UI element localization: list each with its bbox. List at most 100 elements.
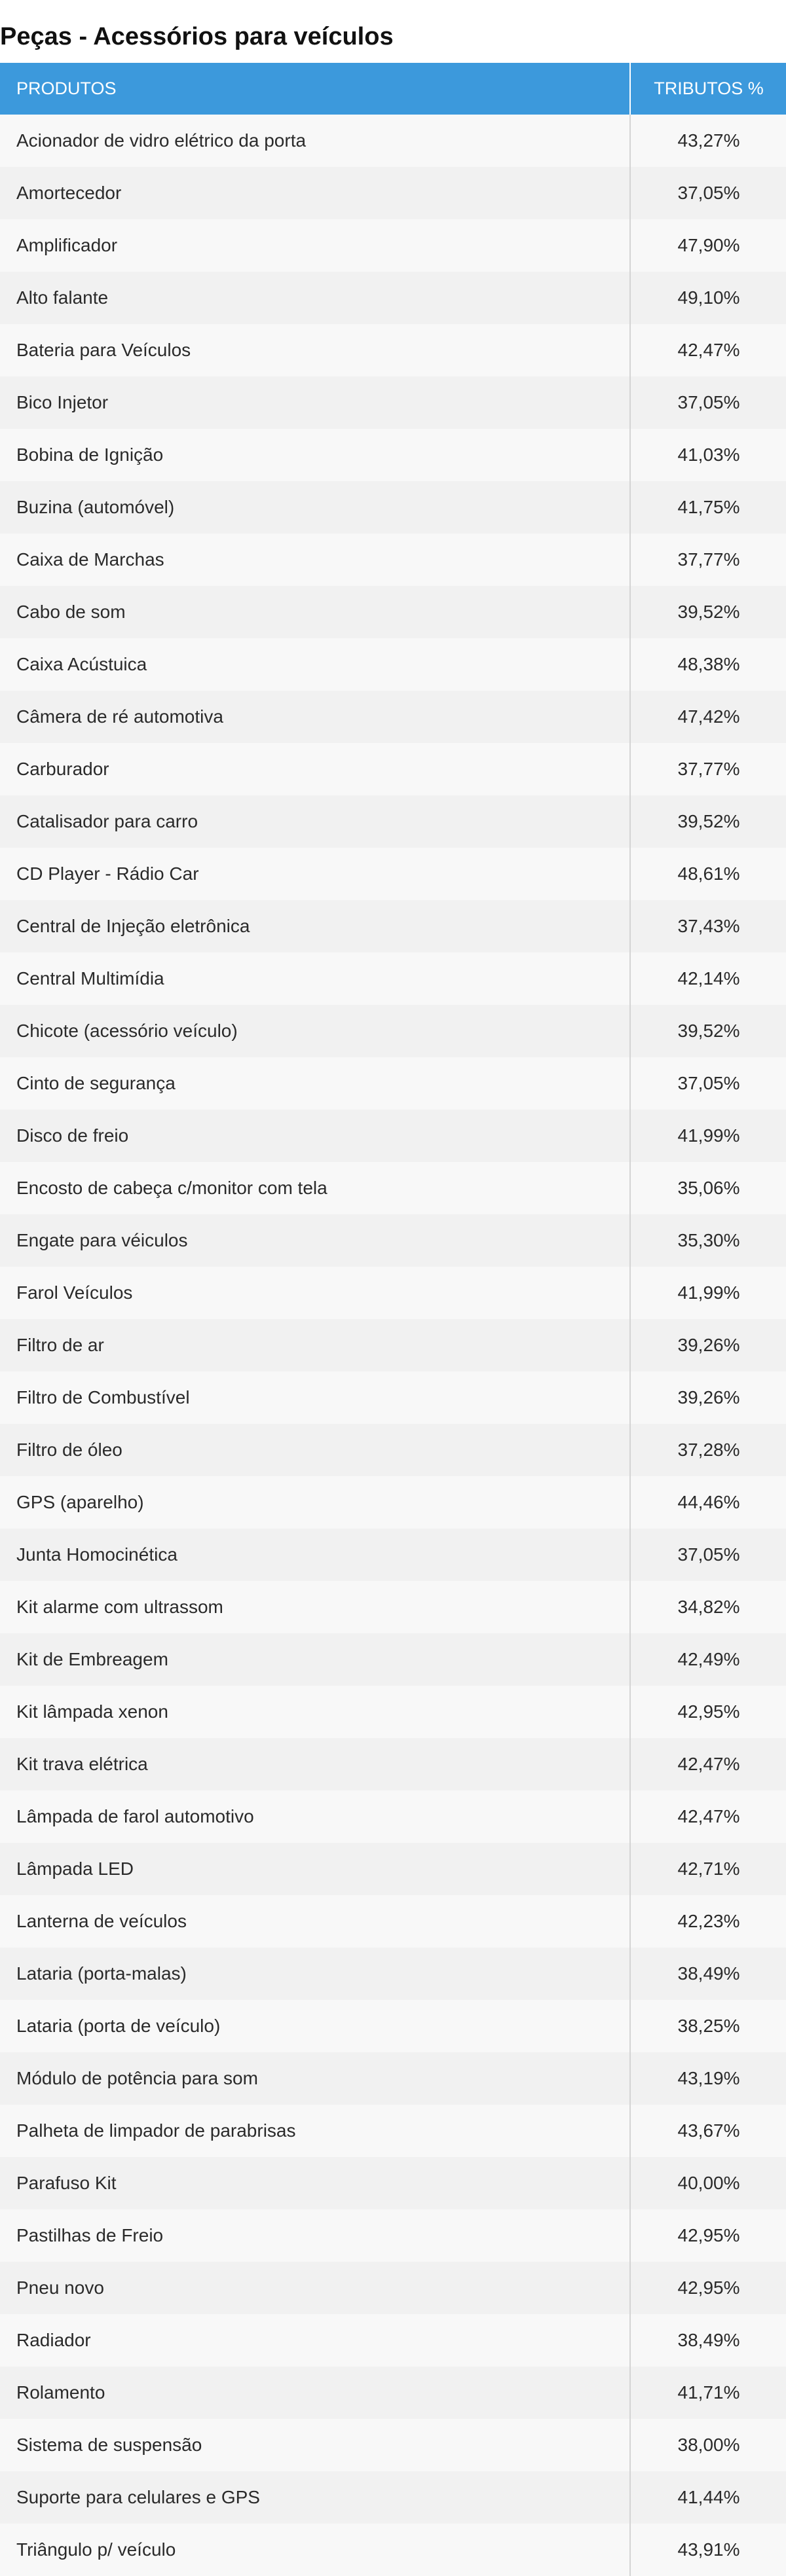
product-name-cell: Lataria (porta de veículo) (0, 2000, 631, 2052)
product-name-cell: Alto falante (0, 272, 631, 324)
product-name-cell: Radiador (0, 2314, 631, 2367)
product-name-cell: Bateria para Veículos (0, 324, 631, 376)
table-row: Bateria para Veículos 42,47% (0, 324, 786, 376)
product-name-cell: CD Player - Rádio Car (0, 848, 631, 900)
tax-percent-cell: 34,82% (630, 1581, 786, 1633)
table-row: Sistema de suspensão 38,00% (0, 2419, 786, 2471)
tax-percent-cell: 39,52% (630, 586, 786, 638)
product-name-cell: Caixa Acústuica (0, 638, 631, 691)
header-products: PRODUTOS (0, 63, 631, 115)
product-name-cell: Bico Injetor (0, 376, 631, 429)
table-row: Central de Injeção eletrônica 37,43% (0, 900, 786, 952)
table-row: Engate para véiculos 35,30% (0, 1214, 786, 1267)
product-name-cell: Farol Veículos (0, 1267, 631, 1319)
product-name-cell: Central de Injeção eletrônica (0, 900, 631, 952)
product-name-cell: Kit lâmpada xenon (0, 1686, 631, 1738)
tax-percent-cell: 42,14% (630, 952, 786, 1005)
table-row: Rolamento 41,71% (0, 2367, 786, 2419)
product-name-cell: Bobina de Ignição (0, 429, 631, 481)
product-name-cell: Rolamento (0, 2367, 631, 2419)
tax-percent-cell: 43,27% (630, 115, 786, 167)
product-name-cell: Lataria (porta-malas) (0, 1948, 631, 2000)
header-tax: TRIBUTOS % (630, 63, 786, 115)
product-name-cell: Caixa de Marchas (0, 534, 631, 586)
table-row: Cabo de som 39,52% (0, 586, 786, 638)
table-row: Suporte para celulares e GPS 41,44% (0, 2471, 786, 2524)
product-name-cell: Kit alarme com ultrassom (0, 1581, 631, 1633)
table-row: Lataria (porta-malas) 38,49% (0, 1948, 786, 2000)
product-name-cell: Filtro de ar (0, 1319, 631, 1371)
tax-percent-cell: 38,49% (630, 2314, 786, 2367)
product-name-cell: Kit trava elétrica (0, 1738, 631, 1790)
table-row: Pastilhas de Freio 42,95% (0, 2209, 786, 2262)
table-row: Triângulo p/ veículo 43,91% (0, 2524, 786, 2576)
table-row: Kit lâmpada xenon 42,95% (0, 1686, 786, 1738)
tax-percent-cell: 44,46% (630, 1476, 786, 1529)
tax-percent-cell: 47,90% (630, 219, 786, 272)
tax-percent-cell: 39,52% (630, 1005, 786, 1057)
tax-percent-cell: 37,05% (630, 1529, 786, 1581)
tax-percent-cell: 37,05% (630, 376, 786, 429)
product-name-cell: Módulo de potência para som (0, 2052, 631, 2105)
table-row: CD Player - Rádio Car 48,61% (0, 848, 786, 900)
tax-percent-cell: 37,05% (630, 167, 786, 219)
tax-percent-cell: 38,49% (630, 1948, 786, 2000)
table-row: Palheta de limpador de parabrisas 43,67% (0, 2105, 786, 2157)
product-name-cell: Kit de Embreagem (0, 1633, 631, 1686)
table-row: Radiador 38,49% (0, 2314, 786, 2367)
tax-percent-cell: 42,23% (630, 1895, 786, 1948)
table-row: Central Multimídia 42,14% (0, 952, 786, 1005)
table-row: Lanterna de veículos 42,23% (0, 1895, 786, 1948)
tax-percent-cell: 41,75% (630, 481, 786, 534)
product-name-cell: Amplificador (0, 219, 631, 272)
tax-table: PRODUTOS TRIBUTOS % Acionador de vidro e… (0, 63, 786, 2576)
table-row: Kit trava elétrica 42,47% (0, 1738, 786, 1790)
tax-percent-cell: 42,47% (630, 324, 786, 376)
product-name-cell: Filtro de Combustível (0, 1371, 631, 1424)
table-row: Encosto de cabeça c/monitor com tela 35,0… (0, 1162, 786, 1214)
table-row: Kit de Embreagem 42,49% (0, 1633, 786, 1686)
product-name-cell: Lâmpada de farol automotivo (0, 1790, 631, 1843)
tax-percent-cell: 42,47% (630, 1790, 786, 1843)
table-row: Acionador de vidro elétrico da porta 43,2… (0, 115, 786, 167)
tax-percent-cell: 35,30% (630, 1214, 786, 1267)
product-name-cell: Câmera de ré automotiva (0, 691, 631, 743)
table-row: Cinto de segurança 37,05% (0, 1057, 786, 1110)
tax-percent-cell: 42,71% (630, 1843, 786, 1895)
tax-percent-cell: 47,42% (630, 691, 786, 743)
tax-percent-cell: 41,71% (630, 2367, 786, 2419)
table-row: GPS (aparelho) 44,46% (0, 1476, 786, 1529)
tax-percent-cell: 39,26% (630, 1371, 786, 1424)
tax-percent-cell: 37,28% (630, 1424, 786, 1476)
tax-percent-cell: 37,77% (630, 534, 786, 586)
table-row: Parafuso Kit 40,00% (0, 2157, 786, 2209)
product-name-cell: Sistema de suspensão (0, 2419, 631, 2471)
tax-percent-cell: 37,77% (630, 743, 786, 795)
table-row: Lâmpada de farol automotivo 42,47% (0, 1790, 786, 1843)
table-row: Câmera de ré automotiva 47,42% (0, 691, 786, 743)
tax-percent-cell: 38,00% (630, 2419, 786, 2471)
product-name-cell: Carburador (0, 743, 631, 795)
product-name-cell: Cabo de som (0, 586, 631, 638)
tax-percent-cell: 42,95% (630, 2262, 786, 2314)
tax-percent-cell: 39,26% (630, 1319, 786, 1371)
tax-percent-cell: 43,67% (630, 2105, 786, 2157)
tax-percent-cell: 41,99% (630, 1110, 786, 1162)
tax-percent-cell: 49,10% (630, 272, 786, 324)
table-row: Filtro de Combustível 39,26% (0, 1371, 786, 1424)
tax-percent-cell: 41,44% (630, 2471, 786, 2524)
product-name-cell: Triângulo p/ veículo (0, 2524, 631, 2576)
table-row: Amortecedor 37,05% (0, 167, 786, 219)
tax-percent-cell: 38,25% (630, 2000, 786, 2052)
table-row: Caixa Acústuica 48,38% (0, 638, 786, 691)
tax-percent-cell: 48,61% (630, 848, 786, 900)
tax-percent-cell: 43,19% (630, 2052, 786, 2105)
table-row: Lâmpada LED 42,71% (0, 1843, 786, 1895)
tax-percent-cell: 41,03% (630, 429, 786, 481)
product-name-cell: Parafuso Kit (0, 2157, 631, 2209)
product-name-cell: Acionador de vidro elétrico da porta (0, 115, 631, 167)
tax-percent-cell: 48,38% (630, 638, 786, 691)
product-name-cell: Junta Homocinética (0, 1529, 631, 1581)
table-row: Filtro de ar 39,26% (0, 1319, 786, 1371)
table-row: Chicote (acessório veículo) 39,52% (0, 1005, 786, 1057)
